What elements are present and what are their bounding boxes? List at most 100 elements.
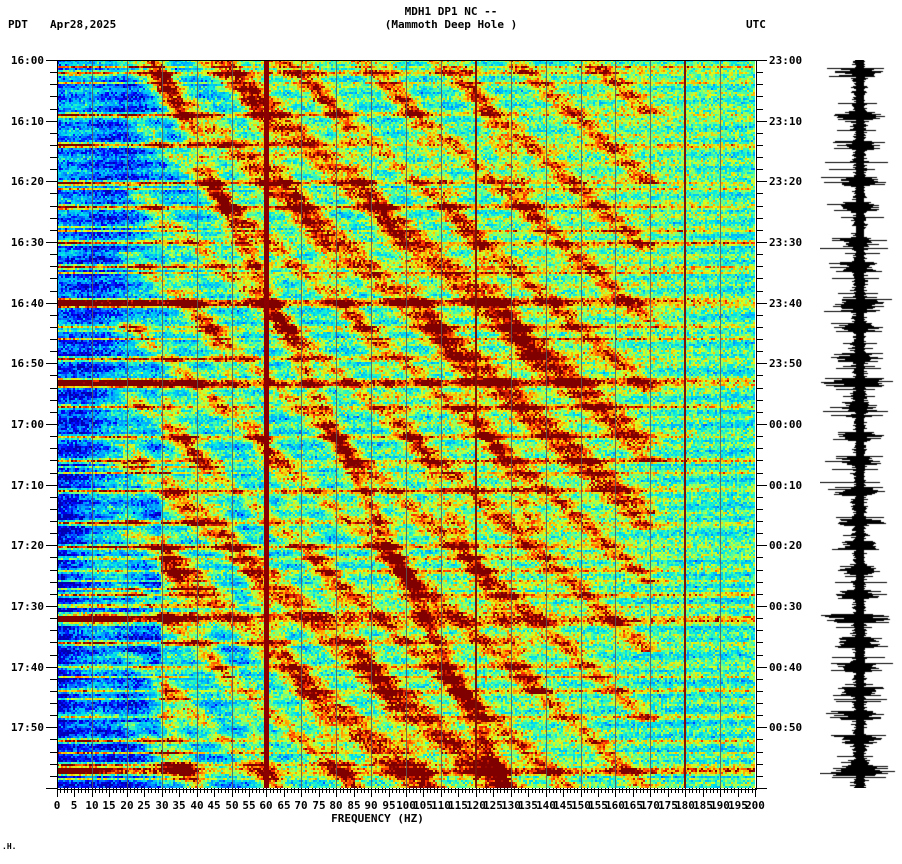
freq-tick-minor: [221, 788, 222, 793]
freq-label: 15: [102, 799, 116, 812]
freq-label: 170: [640, 799, 660, 812]
time-axis-pdt: 16:00 16:10 16:20 16:30 16:40 16:50 17:00 17:10…: [0, 55, 57, 789]
freq-tick-minor: [183, 788, 184, 793]
time-tick-minor: [756, 557, 763, 558]
freq-tick-minor: [165, 788, 166, 793]
freq-tick-minor: [717, 788, 718, 793]
freq-tick-minor: [242, 788, 243, 793]
freq-label: 135: [518, 799, 538, 812]
freq-tick-minor: [245, 788, 246, 793]
time-tick-major: [756, 606, 767, 607]
frequency-axis: 0 5 10 15 20 25 30 35 40 45 50 55 60 65 70 75 80 85 90 95 10…: [54, 788, 765, 812]
time-tick-minor: [756, 145, 763, 146]
freq-tick-minor: [106, 788, 107, 793]
time-tick-minor: [50, 473, 57, 474]
time-label-utc: 23:00: [769, 54, 803, 67]
time-tick-minor: [756, 412, 763, 413]
time-tick-minor: [50, 679, 57, 680]
freq-tick-minor: [710, 788, 711, 793]
freq-tick-minor: [413, 788, 414, 793]
freq-tick-minor: [382, 788, 383, 793]
freq-tick-minor: [560, 788, 561, 793]
time-tick-major: [46, 667, 57, 668]
freq-tick-major: [441, 788, 442, 797]
freq-tick-minor: [601, 788, 602, 793]
spectrogram-canvas[interactable]: [57, 60, 755, 788]
time-tick-minor: [50, 715, 57, 716]
freq-tick-minor: [322, 788, 323, 793]
time-label-pdt: 17:00: [10, 418, 44, 431]
freq-tick-minor: [490, 788, 491, 793]
time-tick-minor: [50, 764, 57, 765]
time-tick-minor: [50, 96, 57, 97]
freq-tick-minor: [263, 788, 264, 793]
freq-tick-minor: [479, 788, 480, 793]
time-tick-minor: [50, 339, 57, 340]
freq-tick-minor: [696, 788, 697, 793]
time-tick-major: [46, 606, 57, 607]
freq-tick-major: [57, 788, 58, 797]
time-tick-minor: [756, 570, 763, 571]
freq-label: 55: [242, 799, 256, 812]
freq-label: 200: [745, 799, 765, 812]
freq-tick-major: [127, 788, 128, 797]
freq-tick-major: [511, 788, 512, 797]
freq-tick-minor: [291, 788, 292, 793]
freq-tick-minor: [420, 788, 421, 793]
freq-tick-minor: [256, 788, 257, 793]
time-tick-minor: [50, 145, 57, 146]
freq-tick-minor: [731, 788, 732, 793]
freq-tick-major: [109, 788, 110, 797]
time-tick-minor: [756, 193, 763, 194]
time-tick-minor: [50, 752, 57, 753]
freq-tick-major: [74, 788, 75, 797]
time-tick-major: [756, 667, 767, 668]
freq-tick-major: [581, 788, 582, 797]
time-tick-minor: [50, 388, 57, 389]
time-axis-utc: 23:00 23:10 23:20 23:30 23:40 23:50 00:00 00:10…: [756, 55, 876, 789]
time-tick-major: [756, 363, 767, 364]
time-tick-minor: [50, 278, 57, 279]
seismogram-canvas: [820, 60, 898, 788]
freq-label: 0: [53, 799, 61, 812]
time-tick-minor: [756, 157, 763, 158]
freq-label: 130: [501, 799, 521, 812]
freq-label: 190: [710, 799, 730, 812]
time-tick-major: [756, 242, 767, 243]
freq-tick-minor: [542, 788, 543, 793]
time-label-pdt: 16:00: [10, 54, 44, 67]
freq-tick-major: [336, 788, 337, 797]
freq-tick-minor: [134, 788, 135, 793]
freq-tick-minor: [403, 788, 404, 793]
freq-tick-minor: [392, 788, 393, 793]
freq-tick-minor: [682, 788, 683, 793]
freq-tick-minor: [141, 788, 142, 793]
spectrogram-plot[interactable]: [57, 60, 757, 790]
freq-label: 105: [413, 799, 433, 812]
freq-tick-minor: [350, 788, 351, 793]
time-tick-minor: [756, 266, 763, 267]
freq-tick-major: [685, 788, 686, 797]
time-tick-minor: [756, 715, 763, 716]
freq-tick-major: [476, 788, 477, 797]
time-tick-minor: [756, 327, 763, 328]
freq-tick-minor: [455, 788, 456, 793]
page-title: MDH1 DP1 NC --: [404, 5, 498, 18]
time-label-pdt: 17:20: [10, 539, 44, 552]
time-tick-major: [756, 485, 767, 486]
time-tick-minor: [50, 206, 57, 207]
time-tick-minor: [756, 72, 763, 73]
time-tick-major: [46, 727, 57, 728]
freq-tick-minor: [102, 788, 103, 793]
freq-tick-minor: [308, 788, 309, 793]
freq-tick-major: [633, 788, 634, 797]
freq-tick-minor: [225, 788, 226, 793]
time-tick-minor: [756, 679, 763, 680]
time-tick-minor: [756, 315, 763, 316]
freq-tick-minor: [574, 788, 575, 793]
freq-tick-minor: [699, 788, 700, 793]
freq-tick-minor: [451, 788, 452, 793]
time-tick-minor: [756, 655, 763, 656]
time-tick-minor: [50, 618, 57, 619]
freq-label: 115: [448, 799, 468, 812]
